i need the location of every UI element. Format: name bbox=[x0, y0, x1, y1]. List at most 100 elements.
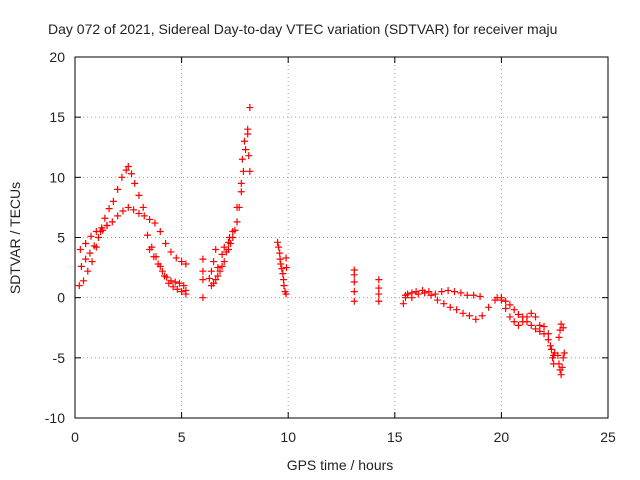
series-segment-6-8h bbox=[205, 104, 254, 282]
data-point bbox=[82, 255, 90, 263]
data-point bbox=[557, 371, 565, 379]
data-point bbox=[84, 267, 92, 275]
data-point bbox=[169, 283, 177, 291]
data-point bbox=[274, 238, 282, 246]
data-point bbox=[280, 282, 288, 290]
data-point bbox=[151, 219, 159, 227]
data-point bbox=[446, 303, 454, 311]
series-track-B bbox=[75, 163, 190, 298]
data-point bbox=[172, 254, 180, 262]
data-point bbox=[175, 279, 183, 287]
data-point bbox=[527, 309, 535, 317]
y-tick-labels: -10 -5 0 5 10 15 20 bbox=[45, 49, 65, 426]
data-point bbox=[214, 272, 222, 280]
data-point bbox=[86, 249, 94, 257]
data-point bbox=[210, 279, 218, 287]
data-point bbox=[135, 191, 143, 199]
data-point bbox=[212, 276, 220, 284]
series-track-A bbox=[76, 203, 190, 268]
data-point bbox=[199, 276, 207, 284]
data-point bbox=[182, 260, 190, 268]
data-point bbox=[421, 289, 429, 297]
x-tick-label: 20 bbox=[494, 429, 510, 445]
data-point bbox=[425, 288, 433, 296]
data-point bbox=[546, 342, 554, 350]
data-point bbox=[414, 290, 422, 298]
data-point bbox=[536, 327, 544, 335]
data-point bbox=[233, 203, 241, 211]
data-point bbox=[510, 306, 518, 314]
data-point bbox=[163, 273, 171, 281]
data-point bbox=[154, 260, 162, 268]
series-cluster-6h bbox=[199, 255, 207, 302]
x-tick-label: 10 bbox=[280, 429, 296, 445]
data-point bbox=[502, 304, 510, 312]
data-point bbox=[229, 227, 237, 235]
data-point bbox=[502, 297, 510, 305]
data-point bbox=[207, 267, 215, 275]
y-tick-label: -5 bbox=[53, 350, 66, 366]
y-tick-label: -10 bbox=[45, 410, 65, 426]
data-point bbox=[510, 318, 518, 326]
data-point bbox=[156, 227, 164, 235]
data-point bbox=[350, 288, 358, 296]
data-point bbox=[558, 363, 566, 371]
x-tick-label: 25 bbox=[600, 429, 616, 445]
data-point bbox=[242, 146, 250, 154]
x-axis-label: GPS time / hours bbox=[287, 457, 394, 473]
data-point bbox=[158, 267, 166, 275]
data-point bbox=[544, 336, 552, 344]
data-point bbox=[87, 232, 95, 240]
data-point bbox=[433, 296, 441, 304]
x-tick-label: 5 bbox=[178, 429, 186, 445]
data-point bbox=[77, 262, 85, 270]
data-point bbox=[229, 234, 237, 241]
data-point bbox=[180, 282, 188, 290]
data-point bbox=[453, 306, 461, 314]
data-point bbox=[557, 320, 565, 328]
data-point bbox=[237, 179, 245, 187]
data-point bbox=[239, 167, 247, 175]
y-tick-label: 10 bbox=[49, 169, 65, 185]
data-point bbox=[205, 274, 213, 282]
data-point bbox=[212, 246, 220, 254]
data-point bbox=[457, 289, 465, 297]
data-point bbox=[246, 104, 254, 112]
data-point bbox=[146, 215, 154, 223]
data-point bbox=[80, 277, 88, 285]
data-point bbox=[532, 313, 540, 321]
data-point bbox=[130, 206, 138, 214]
data-point bbox=[216, 267, 224, 275]
data-point bbox=[555, 360, 563, 368]
data-point bbox=[146, 246, 154, 254]
data-point bbox=[277, 260, 285, 268]
data-point bbox=[540, 323, 548, 331]
axis-ticks bbox=[74, 56, 609, 419]
data-point bbox=[472, 315, 480, 323]
data-point bbox=[99, 226, 107, 234]
data-point bbox=[233, 218, 241, 226]
data-point bbox=[279, 270, 287, 278]
data-point bbox=[536, 321, 544, 329]
data-point bbox=[438, 288, 446, 296]
data-point bbox=[276, 249, 284, 257]
data-point bbox=[88, 258, 96, 266]
series-cluster-13h bbox=[350, 266, 358, 305]
data-point bbox=[275, 243, 283, 251]
data-points bbox=[75, 104, 568, 379]
y-tick-label: 15 bbox=[49, 109, 65, 125]
data-point bbox=[118, 173, 126, 181]
data-point bbox=[401, 291, 409, 299]
data-point bbox=[532, 325, 540, 333]
grid-lines bbox=[75, 57, 608, 418]
data-point bbox=[282, 254, 290, 262]
data-point bbox=[514, 321, 522, 329]
data-point bbox=[240, 137, 248, 145]
data-point bbox=[375, 276, 383, 284]
data-point bbox=[440, 300, 448, 308]
data-point bbox=[143, 231, 151, 239]
data-point bbox=[463, 291, 471, 299]
data-point bbox=[506, 301, 514, 309]
data-point bbox=[124, 163, 132, 171]
